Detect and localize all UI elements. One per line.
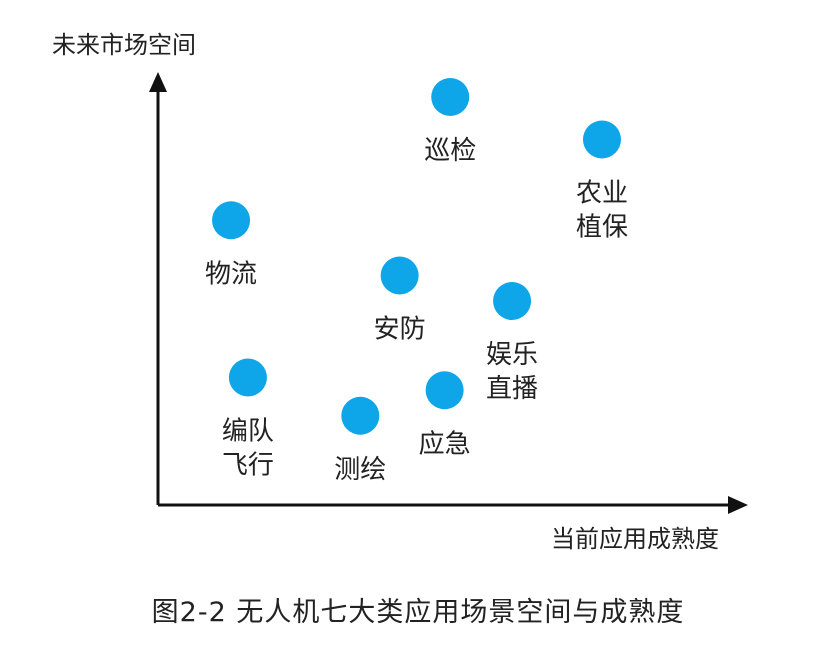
data-point — [380, 256, 419, 295]
y-axis-label: 未来市场空间 — [52, 31, 196, 59]
data-point-label: 测绘 — [334, 455, 386, 485]
data-point-label: 应急 — [419, 429, 471, 459]
data-point-label: 飞行 — [222, 451, 274, 481]
x-axis-arrow — [728, 496, 748, 514]
data-point — [493, 282, 532, 320]
data-point-label: 娱乐 — [486, 340, 538, 370]
figure-caption: 图2-2 无人机七大类应用场景空间与成熟度 — [151, 597, 685, 628]
data-point — [212, 201, 251, 240]
data-point — [341, 396, 380, 435]
data-point — [431, 78, 470, 116]
data-point — [228, 358, 267, 397]
data-point-label: 编队 — [222, 417, 274, 447]
y-axis-arrow — [149, 72, 167, 92]
data-point — [425, 371, 464, 410]
data-point-label: 植保 — [576, 213, 628, 243]
data-point-label: 农业 — [576, 179, 628, 209]
data-point-label: 巡检 — [424, 136, 476, 166]
data-point-label: 物流 — [205, 259, 257, 289]
data-point-label: 直播 — [486, 374, 538, 404]
x-axis-label: 当前应用成熟度 — [551, 525, 719, 553]
data-point — [582, 120, 621, 159]
data-point-label: 安防 — [374, 315, 426, 345]
